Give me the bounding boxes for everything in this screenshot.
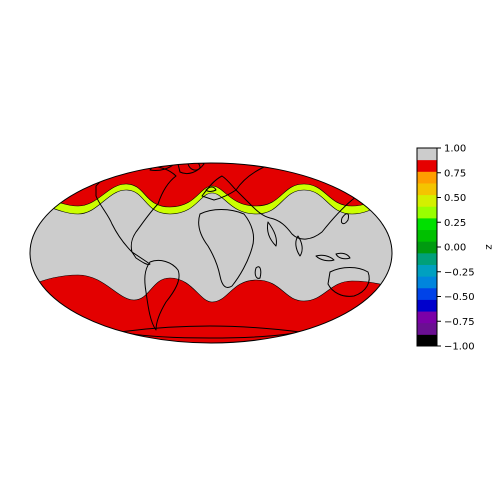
colorbar-segment <box>417 217 437 231</box>
colorbar-tick-label: 1.00 <box>444 144 466 155</box>
globe-outline <box>29 162 393 344</box>
colorbar-tick-label: −0.75 <box>444 317 475 328</box>
colorbar-segment <box>417 206 437 219</box>
colorbar-segment <box>417 287 437 300</box>
coastlines <box>95 163 378 339</box>
colorbar-segment <box>417 311 437 324</box>
colorbar-segment <box>417 299 437 312</box>
colorbar-tick-label: 0.00 <box>444 243 466 254</box>
colorbar-tick-label: 0.25 <box>444 218 466 229</box>
colorbar-segment <box>417 148 437 161</box>
colorbar-tick-label: 0.75 <box>444 168 466 179</box>
colorbar-tick-label: 0.50 <box>444 193 466 204</box>
colorbar-segment <box>417 159 437 172</box>
colorbar: 1.00 0.75 0.50 0.25 0.00 −0.25 −0.50 −0.75 −1.00 <box>416 144 475 353</box>
mollweide-map <box>29 162 393 344</box>
colorbar-tick-label: −0.50 <box>444 292 475 303</box>
colorbar-segment <box>417 322 437 335</box>
colorbar-segment <box>417 182 437 196</box>
colorbar-segment <box>417 264 437 277</box>
colorbar-segment <box>417 334 437 347</box>
colorbar-segment <box>417 171 437 184</box>
colorbar-segment <box>417 252 437 265</box>
colorbar-tick-label: −0.25 <box>444 267 475 278</box>
colorbar-segment <box>417 241 437 254</box>
colorbar-segment <box>417 229 437 242</box>
colorbar-segment <box>417 194 437 207</box>
colorbar-label: z <box>483 244 494 249</box>
colorbar-segment <box>417 276 437 289</box>
colorbar-tick-label: −1.00 <box>444 342 475 353</box>
